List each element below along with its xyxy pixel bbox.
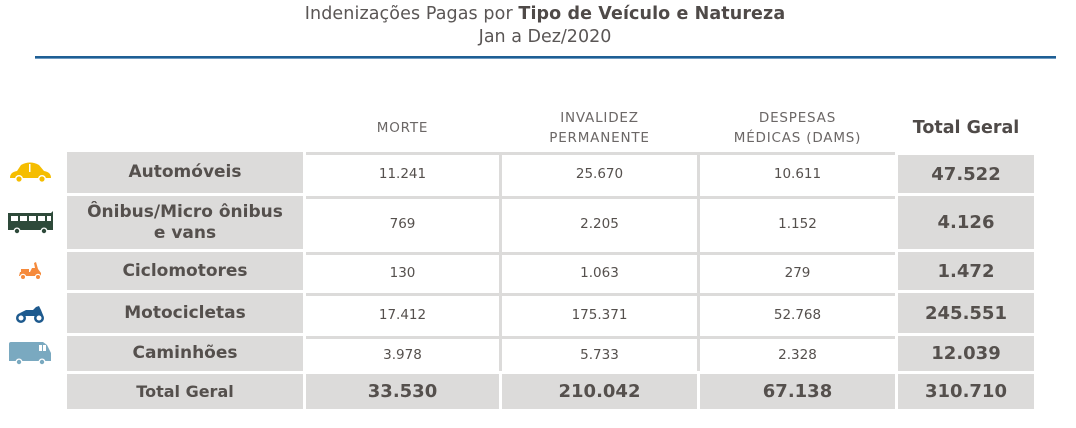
- cell-automoveis-invalidez: 25.670: [502, 152, 697, 193]
- cell-total-morte: 33.530: [306, 374, 499, 409]
- header-line: DESPESAS: [758, 110, 837, 126]
- cell-motocicletas-despesas: 52.768: [700, 293, 895, 333]
- column-header-invalidez: INVALIDEZ PERMANENTE: [502, 104, 697, 152]
- cell-onibus-despesas: 1.152: [700, 196, 895, 249]
- cell-motocicletas-morte: 17.412: [306, 293, 499, 333]
- row-label-motocicletas: Motocicletas: [67, 293, 303, 333]
- title-prefix: Indenizações Pagas por: [304, 4, 519, 24]
- row-label-automoveis: Automóveis: [67, 152, 303, 193]
- column-header-morte: MORTE: [306, 104, 499, 152]
- column-header-despesas: DESPESAS MÉDICAS (DAMS): [700, 104, 895, 152]
- cell-total-geral: 310.710: [898, 374, 1034, 409]
- column-divider: [697, 152, 700, 371]
- cell-ciclomotores-despesas: 279: [700, 252, 895, 290]
- label-line: Ônibus/Micro ônibus: [87, 201, 283, 222]
- cell-motocicletas-total: 245.551: [898, 293, 1034, 333]
- chart-subtitle: Jan a Dez/2020: [478, 27, 612, 47]
- cell-onibus-total: 4.126: [898, 196, 1034, 249]
- cell-onibus-invalidez: 2.205: [502, 196, 697, 249]
- cell-caminhoes-invalidez: 5.733: [502, 336, 697, 371]
- cell-ciclomotores-morte: 130: [306, 252, 499, 290]
- cell-motocicletas-invalidez: 175.371: [502, 293, 697, 333]
- header-line: PERMANENTE: [549, 130, 650, 146]
- header-line: Total Geral: [912, 118, 1020, 138]
- scooter-icon: [6, 252, 54, 290]
- bus-icon: [6, 196, 54, 249]
- row-label-ciclomotores: Ciclomotores: [67, 252, 303, 290]
- title-divider: [35, 56, 1056, 59]
- cell-ciclomotores-total: 1.472: [898, 252, 1034, 290]
- cell-onibus-morte: 769: [306, 196, 499, 249]
- cell-automoveis-total: 47.522: [898, 155, 1034, 193]
- column-header-total: Total Geral: [898, 104, 1034, 152]
- cell-total-invalidez: 210.042: [502, 374, 697, 409]
- cell-automoveis-despesas: 10.611: [700, 152, 895, 193]
- cell-automoveis-morte: 11.241: [306, 152, 499, 193]
- cell-total-despesas: 67.138: [700, 374, 895, 409]
- motorcycle-icon: [6, 293, 54, 333]
- chart-title: Indenizações Pagas por Tipo de Veículo e…: [0, 3, 1076, 25]
- header-line: INVALIDEZ: [560, 110, 639, 126]
- row-label-caminhoes: Caminhões: [67, 336, 303, 371]
- truck-icon: [6, 336, 54, 371]
- column-divider: [499, 152, 502, 371]
- cell-ciclomotores-invalidez: 1.063: [502, 252, 697, 290]
- title-bold: Tipo de Veículo e Natureza: [518, 4, 786, 24]
- cell-caminhoes-morte: 3.978: [306, 336, 499, 371]
- label-line: e vans: [153, 222, 217, 243]
- header-line: MÉDICAS (DAMS): [733, 130, 862, 146]
- cell-caminhoes-despesas: 2.328: [700, 336, 895, 371]
- car-icon: [6, 152, 54, 193]
- row-label-onibus: Ônibus/Micro ônibus e vans: [67, 196, 303, 249]
- row-label-total-geral: Total Geral: [67, 374, 303, 409]
- header-line: MORTE: [376, 120, 429, 136]
- cell-caminhoes-total: 12.039: [898, 336, 1034, 371]
